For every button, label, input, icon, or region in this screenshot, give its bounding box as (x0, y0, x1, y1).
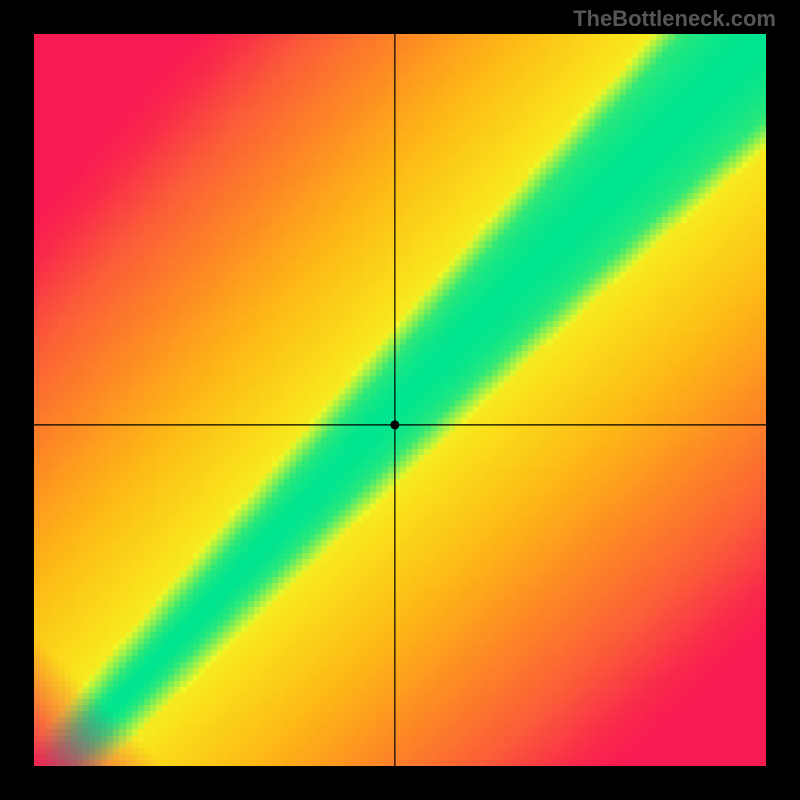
watermark-text: TheBottleneck.com (573, 6, 776, 32)
chart-root: TheBottleneck.com (0, 0, 800, 800)
heatmap-canvas (34, 34, 766, 766)
